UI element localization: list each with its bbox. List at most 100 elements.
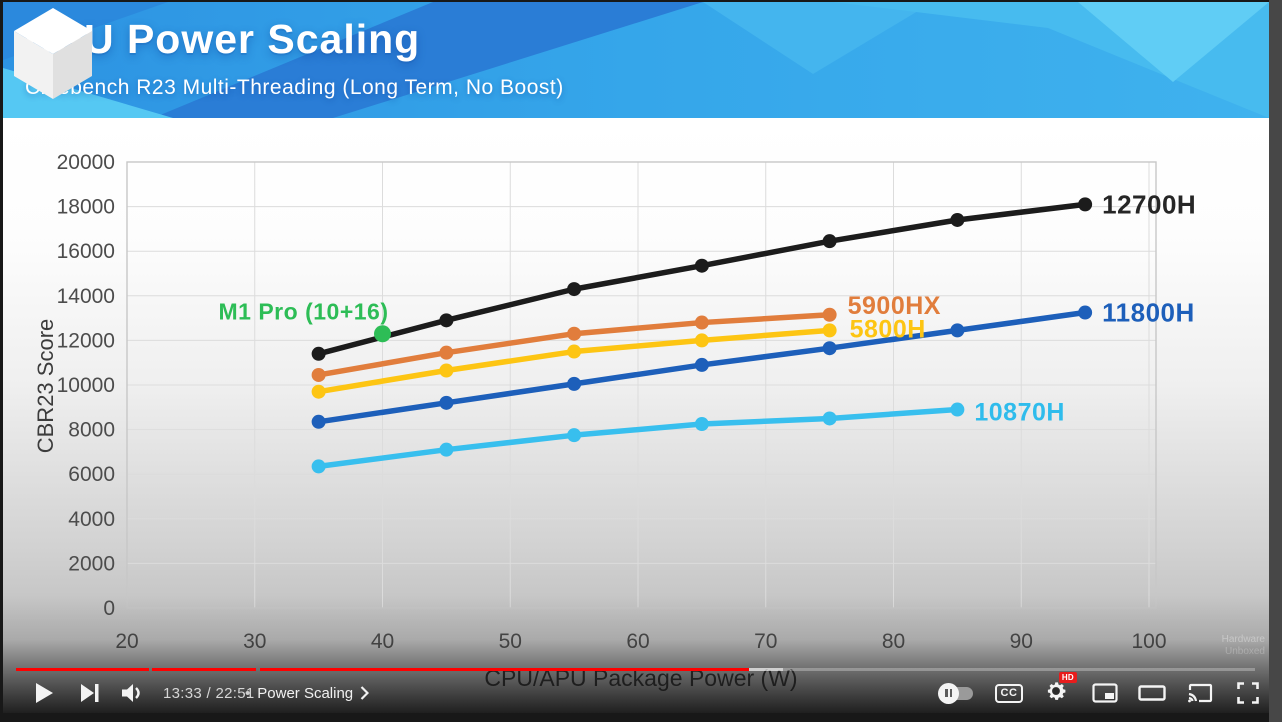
play-button[interactable] [27,675,61,711]
settings-gear-icon [1047,681,1066,700]
x-tick-label: 20 [115,630,138,653]
x-tick-label: 70 [754,630,777,653]
data-point-12700H [822,234,837,249]
played-range [259,668,749,671]
data-point-5900HX [311,367,326,382]
autoplay-toggle[interactable] [935,675,979,711]
y-tick-label: 14000 [57,285,115,308]
chapter-segment[interactable] [152,668,257,671]
data-point-M1 Pro (10+16) [374,325,391,343]
chapter-segment[interactable] [259,668,1256,671]
data-point-11800H [439,395,454,410]
y-tick-label: 6000 [68,463,115,486]
data-point-12700H [311,346,326,361]
y-tick-label: 8000 [68,419,115,442]
volume-icon [122,684,140,702]
data-point-12700H [567,282,582,297]
fullscreen-button[interactable] [1230,675,1266,711]
video-frame[interactable]: CPU Power Scaling Cinebench R23 Multi-Th… [3,2,1269,713]
hd-badge: HD [1058,671,1077,683]
line-chart: 0 2000 4000 6000 8000 10000 12000 14000 16000 180… [33,151,1266,691]
fullscreen-icon [1237,682,1259,704]
y-axis-title: CBR23 Score [33,319,58,454]
x-tick-label: 40 [371,630,394,653]
series-label-12700H: 12700H [1102,189,1196,219]
data-point-12700H [694,258,709,273]
data-point-5800H [822,323,837,338]
miniplayer-button[interactable] [1087,675,1123,711]
window-edge [1269,0,1282,722]
separator-dot: • [245,684,251,702]
data-point-10870H [567,428,582,443]
theater-mode-icon [1138,685,1166,701]
pause-icon [938,682,959,704]
data-point-12700H [1078,197,1093,212]
series-label-5900HX: 5900HX [848,292,941,320]
watermark: Unboxed [1225,646,1265,657]
control-bar: 13:33 / 22:51 • Power Scaling CC [3,671,1269,711]
miniplayer-icon [1092,683,1118,703]
autoplay-track [938,682,973,704]
chapter-title: Power Scaling [257,684,354,702]
y-tick-label: 18000 [57,196,115,219]
data-point-10870H [311,459,326,474]
chapter-button[interactable]: • Power Scaling [245,675,370,711]
theater-mode-button[interactable] [1134,675,1170,711]
slide-title: CPU Power Scaling [25,16,421,62]
play-icon [36,683,53,703]
data-point-10870H [950,402,965,417]
data-point-5900HX [822,307,837,322]
next-icon [81,684,99,702]
data-point-5900HX [567,326,582,341]
data-point-11800H [1078,305,1093,320]
data-point-11800H [950,323,965,338]
chevron-right-icon [360,686,370,700]
data-point-11800H [311,414,326,429]
data-point-11800H [567,376,582,391]
data-point-10870H [822,411,837,426]
y-tick-label: 4000 [68,508,115,531]
progress-bar[interactable] [3,668,1269,672]
data-point-10870H [694,417,709,432]
series-line-10870H [315,406,961,470]
chapter-segment[interactable] [15,668,149,671]
played-range [15,668,149,671]
x-tick-label: 30 [243,630,266,653]
data-point-5800H [311,384,326,399]
series-label-10870H: 10870H [974,399,1065,427]
data-point-5900HX [439,345,454,360]
data-point-5900HX [694,315,709,330]
slide-subtitle: Cinebench R23 Multi-Threading (Long Term… [25,76,564,99]
next-button[interactable] [73,675,107,711]
mute-button[interactable] [116,675,152,711]
watermark: Hardware [1222,634,1266,645]
time-display: 13:33 / 22:51 [163,684,255,702]
cast-icon [1188,683,1213,703]
series-label-5800H: 5800H [850,315,926,343]
data-point-12700H [439,313,454,328]
series-label-11800H: 11800H [1102,298,1195,328]
played-range [152,668,257,671]
cube-logo-icon [14,8,92,99]
data-point-5800H [439,363,454,378]
settings-button[interactable]: HD [1038,671,1077,711]
data-point-11800H [822,341,837,356]
x-tick-label: 60 [626,630,649,653]
chart-slide: 0 2000 4000 6000 8000 10000 12000 14000 16000 180… [3,118,1269,713]
data-point-5800H [567,344,582,359]
data-point-11800H [694,357,709,372]
y-tick-label: 2000 [68,552,115,575]
x-tick-label: 100 [1131,630,1166,653]
data-point-5800H [694,333,709,348]
y-tick-label: 20000 [57,151,115,174]
x-tick-label: 80 [882,630,905,653]
x-tick-label: 50 [499,630,522,653]
series-line-12700H [315,201,1088,357]
y-tick-label: 10000 [57,374,115,397]
banner-background [3,2,1269,118]
captions-button[interactable]: CC [991,675,1027,711]
data-point-12700H [950,212,965,227]
cast-button[interactable] [1182,675,1218,711]
y-tick-label: 0 [103,597,115,620]
